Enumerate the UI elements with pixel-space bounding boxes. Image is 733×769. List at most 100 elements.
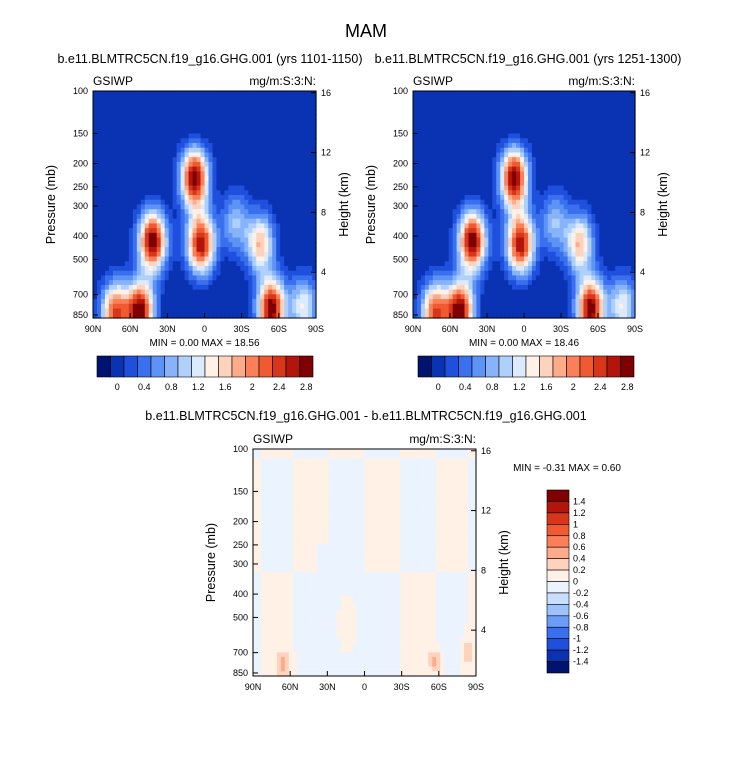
contour-cell <box>200 265 206 272</box>
contour-cell <box>579 204 585 210</box>
contour-cell <box>504 185 509 191</box>
contour-cell <box>192 223 198 229</box>
contour-cell <box>484 261 489 267</box>
contour-cell <box>488 247 493 253</box>
contour-cell <box>264 218 269 225</box>
contour-cell <box>112 256 118 262</box>
contour-cell <box>180 242 186 248</box>
contour-cell <box>132 114 138 120</box>
contour-cell <box>192 143 198 149</box>
contour-cell <box>124 284 130 291</box>
contour-cell <box>500 265 505 272</box>
contour-cell <box>436 185 442 191</box>
contour-cell <box>480 166 485 172</box>
contour-cell <box>595 247 600 253</box>
contour-cell <box>284 289 289 295</box>
contour-cell <box>413 218 418 225</box>
contour-cell <box>208 157 214 163</box>
contour-cell <box>627 247 632 253</box>
contour-cell <box>212 218 218 225</box>
contour-cell <box>413 161 418 168</box>
contour-cell <box>631 119 636 125</box>
contour-cell <box>615 199 620 206</box>
contour-cell <box>516 100 521 106</box>
contour-cell <box>623 232 628 239</box>
contour-cell <box>132 270 138 277</box>
contour-cell <box>559 176 565 182</box>
contour-cell <box>216 294 222 300</box>
contour-cell <box>623 119 628 125</box>
contour-cell <box>120 171 126 177</box>
contour-cell <box>516 195 521 201</box>
contour-cell <box>416 128 422 135</box>
contour-cell <box>220 128 226 135</box>
contour-cell <box>472 180 478 187</box>
contour-cell <box>108 308 114 314</box>
contour-cell <box>93 143 98 149</box>
contour-cell <box>428 218 434 225</box>
contour-cell <box>464 232 470 239</box>
contour-cell <box>172 157 178 163</box>
contour-cell <box>432 265 438 272</box>
contour-cell <box>484 223 489 229</box>
contour-cell <box>228 223 233 229</box>
contour-cell <box>168 209 174 215</box>
contour-cell <box>500 166 505 172</box>
colorbar-swatch <box>258 355 273 378</box>
contour-cell <box>224 280 229 286</box>
contour-cell <box>240 176 245 182</box>
contour-cell <box>603 209 608 215</box>
contour-cell <box>140 218 146 225</box>
contour-cell <box>420 228 426 234</box>
contour-cell <box>108 270 114 277</box>
contour-cell <box>304 232 309 239</box>
contour-cell <box>595 228 600 234</box>
contour-cell <box>228 157 233 163</box>
contour-cell <box>132 218 138 225</box>
contour-cell <box>555 180 561 187</box>
contour-cell <box>413 247 418 253</box>
contour-cell <box>603 133 608 139</box>
contour-cell <box>220 237 226 243</box>
contour-cell <box>144 105 150 111</box>
contour-cell <box>496 105 501 111</box>
panel-title: b.e11.BLMTRC5CN.f19_g16.GHG.001 (yrs 110… <box>57 52 362 66</box>
contour-cell <box>168 199 174 206</box>
contour-cell <box>571 218 577 225</box>
contour-cell <box>627 91 632 97</box>
contour-cell <box>108 190 114 196</box>
contour-cell <box>128 180 134 187</box>
contour-cell <box>440 247 446 253</box>
contour-cell <box>567 256 573 262</box>
contour-cell <box>587 133 592 139</box>
contour-cell <box>148 247 154 253</box>
contour-cell <box>144 114 150 120</box>
contour-cell <box>272 308 277 314</box>
contour-cell <box>200 138 206 144</box>
contour-cell <box>312 190 317 196</box>
contour-cell <box>436 195 442 201</box>
contour-cell <box>535 138 541 144</box>
contour-cell <box>579 275 585 281</box>
contour-cell <box>575 247 581 253</box>
contour-cell <box>128 284 134 291</box>
contour-cell <box>460 209 466 215</box>
contour-cell <box>276 138 281 144</box>
contour-cell <box>264 294 269 300</box>
contour-cell <box>224 166 229 172</box>
contour-cell <box>112 180 118 187</box>
contour-cell <box>488 143 493 149</box>
contour-cell <box>288 143 293 149</box>
contour-cell <box>260 270 265 277</box>
contour-cell <box>212 95 218 102</box>
contour-cell <box>224 171 229 177</box>
contour-cell <box>144 204 150 210</box>
contour-cell <box>244 171 249 177</box>
contour-cell <box>539 166 545 172</box>
contour-cell <box>432 275 438 281</box>
contour-cell <box>244 303 249 310</box>
contour-cell <box>611 133 616 139</box>
contour-cell <box>164 299 170 305</box>
contour-cell <box>559 185 565 191</box>
contour-cell <box>140 251 146 258</box>
